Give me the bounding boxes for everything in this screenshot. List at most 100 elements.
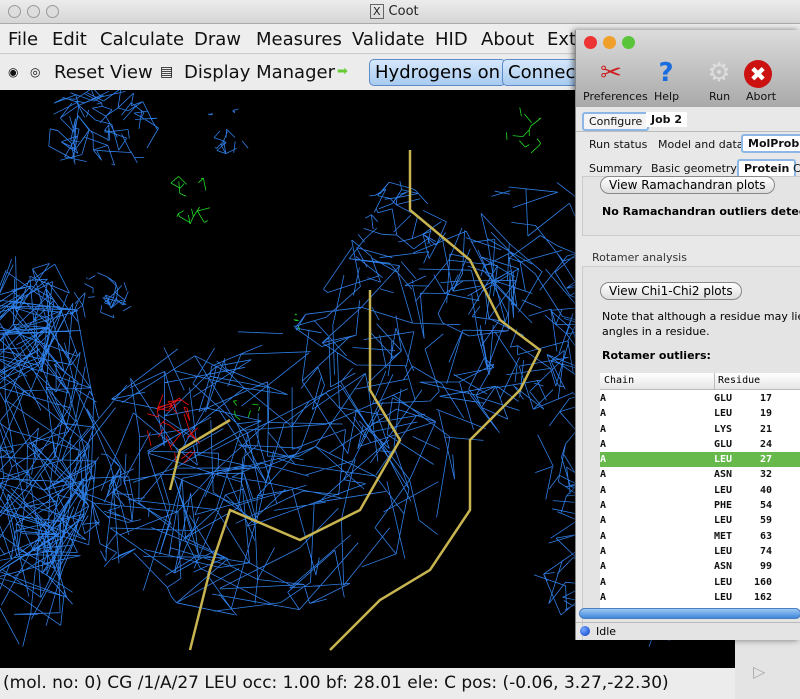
close-button[interactable] [8, 5, 21, 18]
table-row[interactable]: A MET 63 [600, 529, 800, 544]
density-mesh [73, 329, 455, 616]
table-row[interactable]: A LEU 74 [600, 544, 800, 559]
menu-file[interactable]: File [8, 29, 39, 50]
tab-summary[interactable]: Summary [589, 162, 643, 175]
residue-name-cell: MET [714, 530, 733, 542]
residue-name-cell: LEU [714, 408, 733, 420]
menu-measures[interactable]: Measures [256, 29, 342, 50]
chain-cell: A [600, 591, 607, 603]
abort-icon[interactable]: ✖ [744, 60, 772, 88]
hydrogens-toggle[interactable]: Hydrogens on [369, 59, 507, 86]
density-mesh [48, 90, 159, 166]
chain-cell: A [600, 545, 607, 557]
table-row[interactable]: A LEU 160 [600, 575, 800, 590]
reset-view-button[interactable]: Reset View [54, 62, 153, 83]
residue-name-cell: LEU [714, 545, 733, 557]
menu-about[interactable]: About [481, 29, 535, 50]
wrench-screwdriver-icon[interactable]: ✂ [600, 58, 622, 88]
residue-name-cell: GLU [714, 393, 733, 404]
gear-icon[interactable]: ⚙ [707, 58, 731, 88]
preferences-button[interactable]: Preferences [583, 90, 648, 103]
table-row[interactable]: A LYS 21 [600, 422, 800, 437]
panel-close-button[interactable] [584, 36, 597, 49]
density-mesh [293, 227, 541, 453]
residue-number-cell: 21 [759, 423, 772, 435]
help-button[interactable]: Help [654, 90, 680, 103]
run-button[interactable]: Run [709, 90, 731, 103]
menu-extensions[interactable]: Ext [547, 29, 577, 50]
rotamer-outliers-label: Rotamer outliers: [602, 349, 711, 362]
chain-cell: A [600, 408, 607, 420]
table-row[interactable]: A LEU 59 [600, 513, 800, 528]
status-bar: (mol. no: 0) CG /1/A/27 LEU occ: 1.00 bf… [0, 668, 735, 699]
chain-cell: A [600, 469, 607, 481]
display-manager-icon: ▤ [160, 64, 174, 80]
tab-configure[interactable]: Configure [582, 112, 650, 131]
residue-number-cell: 32 [759, 469, 772, 481]
residue-number-cell: 27 [759, 454, 772, 466]
table-row[interactable]: A PHE 54 [600, 498, 800, 513]
connect-button[interactable]: Connect [502, 59, 592, 86]
backbone-bonds [168, 150, 542, 651]
table-row[interactable]: A LEU 40 [600, 483, 800, 498]
chain-cell: A [600, 423, 607, 435]
background-window: ▷ [735, 640, 800, 699]
play-icon: ▷ [753, 662, 766, 681]
chain-cell: A [600, 484, 607, 496]
residue-number-cell: 54 [759, 500, 772, 512]
view-ramachandran-plots-button[interactable]: View Ramachandran plots [600, 176, 775, 194]
help-icon[interactable]: ? [658, 58, 674, 88]
note-text-2: angles in a residue. [602, 325, 710, 338]
column-chain[interactable]: Chain [604, 375, 635, 386]
stop-icon[interactable]: ◎ [30, 65, 41, 79]
residue-name-cell: LEU [714, 576, 733, 588]
panel-status-bar: Idle [576, 622, 800, 640]
play-icon[interactable]: ◉ [8, 65, 19, 79]
column-residue[interactable]: Residue [718, 375, 761, 386]
tab-molprobity[interactable]: MolProbit [741, 134, 800, 153]
table-header: Chain Residue [600, 373, 800, 390]
table-row[interactable]: A GLU 17 [600, 391, 800, 406]
abort-button[interactable]: Abort [746, 90, 777, 103]
minimize-button[interactable] [27, 5, 40, 18]
rotamer-analysis-heading: Rotamer analysis [592, 251, 687, 264]
job-status: Idle [596, 625, 617, 638]
panel-zoom-button[interactable] [622, 36, 635, 49]
table-row[interactable]: A LEU 19 [600, 406, 800, 421]
menu-hid[interactable]: HID [435, 29, 468, 50]
residue-name-cell: GLU [714, 438, 733, 450]
tab-basic-geometry[interactable]: Basic geometry [651, 162, 737, 175]
residue-number-cell: 24 [759, 438, 772, 450]
tab-model-and-data[interactable]: Model and data [658, 138, 744, 151]
tab-clashes[interactable]: Cl [793, 162, 800, 175]
residue-number-cell: 160 [753, 576, 772, 588]
panel-minimize-button[interactable] [603, 36, 616, 49]
menu-edit[interactable]: Edit [52, 29, 87, 50]
table-row[interactable]: A LEU 27 [600, 452, 800, 468]
chain-cell: A [600, 500, 607, 512]
table-row[interactable]: A ASN 32 [600, 467, 800, 482]
difference-map-positive [506, 107, 542, 154]
status-indicator-icon [580, 626, 590, 636]
tab-run-status[interactable]: Run status [589, 138, 648, 151]
menu-calculate[interactable]: Calculate [100, 29, 185, 50]
density-mesh [69, 272, 132, 319]
density-mesh [357, 181, 447, 287]
menu-validate[interactable]: Validate [352, 29, 425, 50]
residue-number-cell: 99 [759, 561, 772, 573]
residue-name-cell: LEU [714, 454, 733, 466]
menu-draw[interactable]: Draw [194, 29, 242, 50]
title-bar: X Coot [0, 0, 800, 24]
density-map-view[interactable] [0, 90, 735, 668]
difference-map-positive [293, 313, 300, 331]
zoom-button[interactable] [46, 5, 59, 18]
table-row[interactable]: A GLU 24 [600, 437, 800, 452]
tab-job-2[interactable]: Job 2 [646, 112, 688, 127]
arrow-icon[interactable]: ➡ [337, 64, 348, 79]
display-manager-button[interactable]: Display Manager [184, 62, 335, 83]
table-row[interactable]: A ASN 99 [600, 559, 800, 574]
view-chi1-chi2-plots-button[interactable]: View Chi1-Chi2 plots [600, 282, 742, 300]
residue-number-cell: 162 [753, 591, 772, 603]
residue-name-cell: LEU [714, 515, 733, 527]
table-row[interactable]: A LEU 162 [600, 590, 800, 605]
